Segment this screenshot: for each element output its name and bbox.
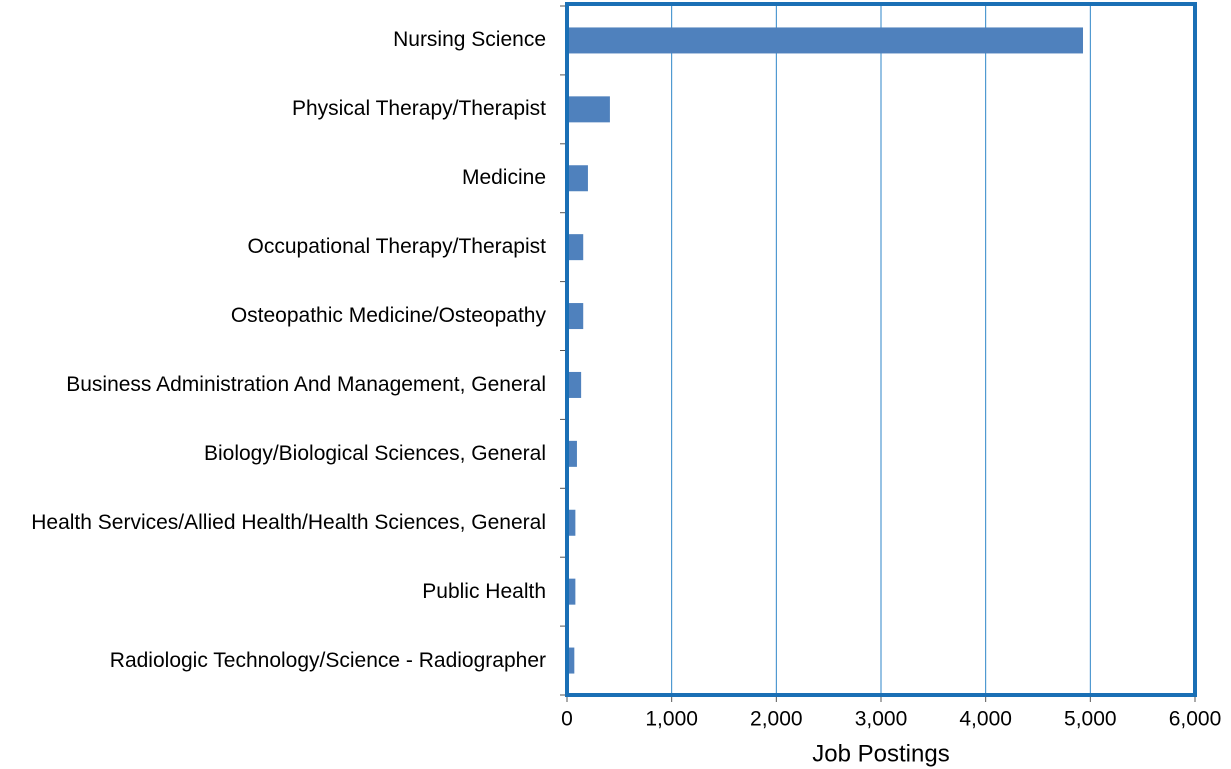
bar [567,647,575,674]
x-axis-label: Job Postings [812,740,949,767]
x-tick-label: 3,000 [855,708,908,731]
x-tick-label: 4,000 [959,708,1012,731]
y-tick-label: Occupational Therapy/Therapist [247,235,546,259]
y-tick-label: Biology/Biological Sciences, General [203,441,546,465]
x-tick-label: 0 [561,708,573,731]
x-tick-label: 1,000 [645,708,698,731]
y-tick-label: Radiologic Technology/Science - Radiogra… [109,648,546,672]
y-tick-label: Health Services/Allied Health/Health Sci… [31,510,546,534]
plot-border [565,2,1197,697]
bar [567,165,588,192]
bar [567,371,582,398]
y-tick-label: Medicine [461,166,546,190]
y-tick-label: Osteopathic Medicine/Osteopathy [230,304,546,328]
y-tick-label: Physical Therapy/Therapist [291,97,546,121]
x-tick-label: 2,000 [750,708,803,731]
bar [567,303,584,330]
bar [567,578,576,605]
bar [567,234,584,261]
x-tick-label: 6,000 [1169,708,1222,731]
y-tick-label: Public Health [422,579,546,603]
bar [567,509,576,536]
x-tick-label: 5,000 [1064,708,1117,731]
bar [567,440,577,467]
bar [567,96,610,123]
y-tick-label: Nursing Science [393,28,546,52]
bar [567,27,1084,54]
y-tick-label: Business Administration And Management, … [66,372,546,396]
